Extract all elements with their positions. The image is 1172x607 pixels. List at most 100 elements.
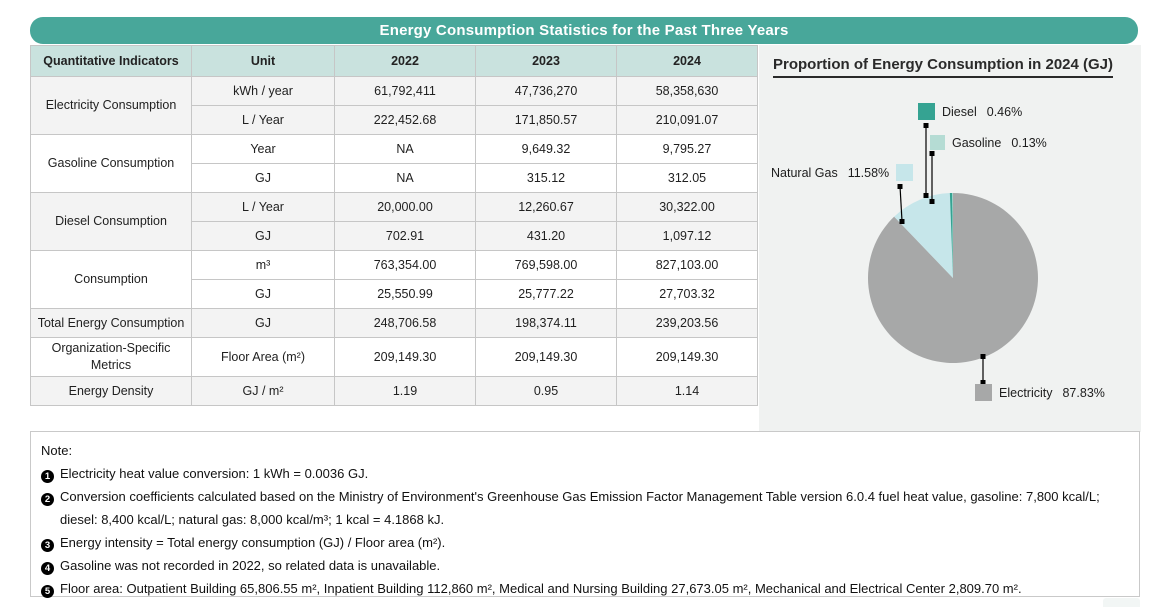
indicator-cell: Total Energy Consumption bbox=[30, 308, 192, 338]
indicator-cell: Gasoline Consumption bbox=[30, 134, 192, 193]
unit-cell: GJ bbox=[191, 163, 335, 193]
legend-item-electricity: Electricity 87.83% bbox=[975, 384, 1105, 401]
legend-pct: 0.46% bbox=[986, 104, 1023, 119]
legend-label: Electricity bbox=[999, 385, 1053, 400]
value-cell: 47,736,270 bbox=[475, 76, 617, 106]
table-header: Quantitative Indicators Unit 2022 2023 2024 bbox=[30, 45, 758, 77]
column-header-4: 2024 bbox=[616, 45, 758, 77]
pie-chart-title: Proportion of Energy Consumption in 2024… bbox=[773, 56, 1114, 78]
pie-slices bbox=[867, 192, 1038, 363]
value-cell: 1.19 bbox=[334, 376, 476, 406]
value-cell: 12,260.67 bbox=[475, 192, 617, 222]
legend-pct: 11.58% bbox=[847, 165, 890, 180]
note-bullet-icon: 1 bbox=[41, 470, 54, 483]
notes-label: Note: bbox=[41, 443, 73, 458]
callout-line-natural-gas bbox=[899, 185, 903, 222]
note-bullet-icon: 4 bbox=[41, 562, 54, 575]
legend-label: Natural Gas bbox=[771, 165, 838, 180]
diesel-swatch bbox=[918, 103, 935, 120]
cutoff-floating-button bbox=[1103, 598, 1140, 607]
table-row: Total Energy Consumption GJ 248,706.58 198,… bbox=[30, 308, 758, 338]
table-body: Electricity Consumption kWh / year 61,792,… bbox=[30, 76, 758, 406]
column-header-0: Quantitative Indicators bbox=[30, 45, 192, 77]
value-cell: 30,322.00 bbox=[616, 192, 758, 222]
value-cell: 239,203.56 bbox=[616, 308, 758, 338]
unit-cell: kWh / year bbox=[191, 76, 335, 106]
table-row: GJ 25,550.99 25,777.22 27,703.32 bbox=[31, 279, 758, 309]
legend-label: Diesel bbox=[942, 104, 977, 119]
value-cell: 209,149.30 bbox=[616, 337, 758, 377]
value-cell: 209,149.30 bbox=[475, 337, 617, 377]
legend-pct: 87.83% bbox=[1062, 385, 1105, 400]
value-cell: 827,103.00 bbox=[616, 250, 758, 280]
table-row: Diesel Consumption L / Year 20,000.00 12,26… bbox=[30, 192, 758, 251]
pie-slice-diesel bbox=[949, 193, 953, 278]
legend-item-gasoline: Gasoline 0.13% bbox=[930, 135, 1047, 150]
unit-cell: m³ bbox=[191, 250, 335, 280]
table-row: Consumption m³ 763,354.00 769,598.00 827,103… bbox=[30, 250, 758, 309]
pie-chart-panel: Proportion of Energy Consumption in 2024… bbox=[759, 45, 1141, 432]
value-cell: 1.14 bbox=[616, 376, 758, 406]
unit-cell: L / Year bbox=[191, 192, 335, 222]
value-cell: 25,777.22 bbox=[475, 279, 617, 309]
note-item: 4 Gasoline was not recorded in 2022, so r… bbox=[41, 554, 1129, 577]
pie-slice-natural-gas bbox=[894, 193, 953, 278]
electricity-swatch bbox=[975, 384, 992, 401]
gasoline-swatch bbox=[930, 135, 945, 150]
notes-list: 1 Electricity heat value conversion: 1 kW… bbox=[41, 462, 1129, 600]
table-row: GJ 702.91 431.20 1,097.12 bbox=[31, 221, 758, 251]
value-cell: 0.95 bbox=[475, 376, 617, 406]
indicator-cell: Consumption bbox=[30, 250, 192, 309]
value-cell: 315.12 bbox=[475, 163, 617, 193]
table-row: GJ NA 315.12 312.05 bbox=[31, 163, 758, 193]
value-cell: 763,354.00 bbox=[334, 250, 476, 280]
unit-cell: GJ bbox=[191, 279, 335, 309]
indicator-cell: Organization-Specific Metrics bbox=[30, 337, 192, 377]
callout-markers bbox=[897, 123, 986, 385]
value-cell: 198,374.11 bbox=[475, 308, 617, 338]
value-cell: 769,598.00 bbox=[475, 250, 617, 280]
note-bullet-icon: 5 bbox=[41, 585, 54, 598]
value-cell: 27,703.32 bbox=[616, 279, 758, 309]
note-item: 3 Energy intensity = Total energy consump… bbox=[41, 531, 1129, 554]
stats-table-wrap: Quantitative Indicators Unit 2022 2023 2024 … bbox=[30, 45, 758, 406]
table-row: Organization-Specific Metrics Floor Area … bbox=[30, 337, 758, 377]
energy-stats-table: Quantitative Indicators Unit 2022 2023 2024 … bbox=[30, 45, 758, 406]
unit-cell: Year bbox=[191, 134, 335, 164]
legend-pct: 0.13% bbox=[1011, 135, 1047, 150]
unit-cell: L / Year bbox=[191, 105, 335, 135]
value-cell: 9,649.32 bbox=[475, 134, 617, 164]
indicator-cell: Electricity Consumption bbox=[30, 76, 192, 135]
unit-cell: GJ / m² bbox=[191, 376, 335, 406]
table-row: Energy Density GJ / m² 1.19 0.95 1.14 bbox=[30, 376, 758, 406]
value-cell: NA bbox=[334, 163, 476, 193]
note-bullet-icon: 2 bbox=[41, 493, 54, 506]
value-cell: 1,097.12 bbox=[616, 221, 758, 251]
value-cell: 20,000.00 bbox=[334, 192, 476, 222]
value-cell: 210,091.07 bbox=[616, 105, 758, 135]
legend-item-diesel: Diesel 0.46% bbox=[918, 103, 1022, 120]
legend-item-natural-gas: Natural Gas 11.58% bbox=[771, 164, 914, 181]
value-cell: NA bbox=[334, 134, 476, 164]
table-row: L / Year 222,452.68 171,850.57 210,091.07 bbox=[31, 105, 758, 135]
notes-section: Note: 1 Electricity heat value conversion… bbox=[30, 431, 1140, 600]
value-cell: 9,795.27 bbox=[616, 134, 758, 164]
table-header-row: Quantitative Indicators Unit 2022 2023 2024 bbox=[30, 45, 758, 77]
value-cell: 312.05 bbox=[616, 163, 758, 193]
callout-lines bbox=[899, 125, 984, 382]
value-cell: 25,550.99 bbox=[334, 279, 476, 309]
legend-label: Gasoline bbox=[952, 135, 1002, 150]
value-cell: 222,452.68 bbox=[334, 105, 476, 135]
value-cell: 171,850.57 bbox=[475, 105, 617, 135]
unit-cell: GJ bbox=[191, 308, 335, 338]
unit-cell: Floor Area (m²) bbox=[191, 337, 335, 377]
value-cell: 61,792,411 bbox=[334, 76, 476, 106]
value-cell: 248,706.58 bbox=[334, 308, 476, 338]
column-header-3: 2023 bbox=[475, 45, 617, 77]
value-cell: 209,149.30 bbox=[334, 337, 476, 377]
value-cell: 58,358,630 bbox=[616, 76, 758, 106]
table-row: Gasoline Consumption Year NA 9,649.32 9,795.… bbox=[30, 134, 758, 193]
note-bullet-icon: 3 bbox=[41, 539, 54, 552]
value-cell: 702.91 bbox=[334, 221, 476, 251]
